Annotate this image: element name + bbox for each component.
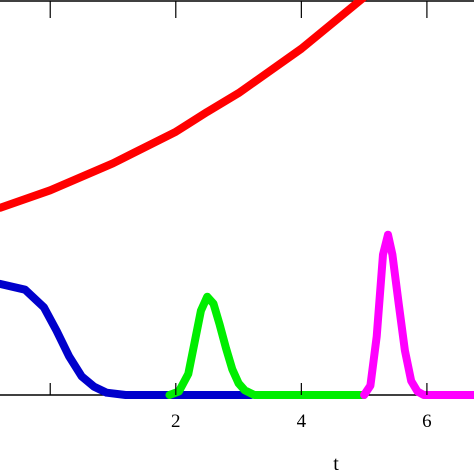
series-line-0 xyxy=(0,0,367,212)
x-tick-label-2: 4 xyxy=(297,411,307,432)
series-lines xyxy=(0,0,474,399)
x-ticks: 2 4 6 xyxy=(49,1,432,432)
x-axis-label: t xyxy=(333,453,339,474)
series-line-1 xyxy=(0,279,256,399)
series-line-2 xyxy=(165,292,369,399)
x-tick-label-1: 2 xyxy=(171,411,181,432)
x-tick-label-3: 6 xyxy=(422,411,432,432)
series-line-3 xyxy=(360,230,474,399)
